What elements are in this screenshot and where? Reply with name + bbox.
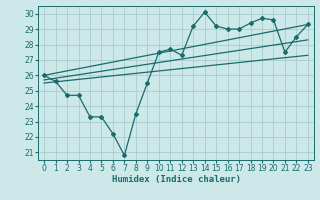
X-axis label: Humidex (Indice chaleur): Humidex (Indice chaleur) [111,175,241,184]
